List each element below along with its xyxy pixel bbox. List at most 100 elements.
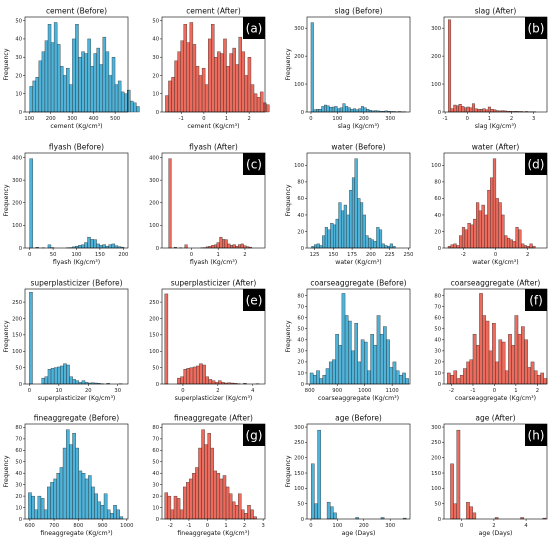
histogram-bar [177, 377, 181, 385]
histogram-bar [370, 334, 374, 385]
histogram-bar [405, 378, 409, 385]
x-tick-label: 2 [247, 116, 250, 122]
x-tick-label: 1 [488, 116, 491, 122]
histogram-bar [316, 370, 320, 385]
histogram-bar [357, 198, 361, 249]
axes-frame [24, 423, 129, 520]
y-tick-label: 0 [156, 246, 159, 252]
y-tick-label: 70 [15, 437, 22, 443]
histogram-bar [517, 334, 522, 385]
y-tick-label: 80 [434, 293, 441, 299]
histogram-bar [540, 372, 544, 385]
histogram-bar [360, 106, 364, 113]
x-axis-label: slag (Kg/cm³) [338, 123, 379, 130]
histogram-bar [202, 364, 206, 385]
histogram-bar [117, 80, 122, 113]
y-tick-label: 40 [434, 338, 441, 344]
histogram-bar [476, 345, 480, 385]
histogram-bar [93, 53, 97, 113]
histogram-bar [238, 244, 242, 249]
histogram-bar [344, 315, 349, 385]
y-tick-label: 70 [152, 437, 159, 443]
axes-frame [24, 288, 129, 385]
histogram-bar [88, 475, 92, 520]
histogram-bar [357, 361, 362, 385]
histogram-bar [44, 40, 49, 113]
y-tick-label: 0 [438, 246, 441, 252]
histogram-bar [78, 57, 82, 113]
x-tick-label: 700 [49, 523, 59, 529]
histogram-bar [111, 243, 116, 249]
x-tick-label: 1 [514, 388, 517, 394]
histogram-bar [224, 239, 228, 249]
histogram-bar [495, 361, 499, 385]
y-tick-label: 80 [15, 425, 22, 431]
histogram-bar [41, 51, 46, 113]
histogram-bar [214, 57, 218, 113]
y-axis-label: Frequency [285, 320, 292, 352]
histogram-bar [201, 67, 206, 113]
histogram-bar [347, 107, 351, 113]
histogram-bar [350, 109, 354, 113]
y-tick-label: 200 [12, 316, 22, 322]
histogram-bar [471, 103, 475, 113]
x-tick-label: 10 [56, 388, 63, 394]
y-tick-label: 10 [434, 371, 441, 377]
x-tick-label: 1 [224, 523, 227, 529]
y-tick-label: 0 [301, 246, 304, 252]
y-tick-label: 0 [156, 110, 159, 116]
histogram-bar [479, 109, 483, 113]
x-tick-label: 0 [494, 252, 497, 258]
histogram-bar [99, 245, 103, 249]
histogram-bar [501, 341, 506, 385]
histogram-bar [208, 379, 213, 385]
histogram-bar [461, 106, 465, 113]
y-tick-label: 40 [434, 213, 441, 219]
histogram-bar [355, 109, 359, 113]
histogram-bar [364, 341, 368, 385]
y-tick-label: 60 [297, 316, 304, 322]
histogram-bar [50, 42, 55, 113]
histogram-bar [127, 89, 131, 113]
x-tick-label: 0 [202, 116, 205, 122]
x-tick-label: 300 [385, 523, 395, 529]
histogram-bar [173, 495, 178, 520]
y-tick-label: 100 [149, 349, 159, 355]
histogram-bar [524, 339, 528, 385]
axes-frame [161, 152, 266, 249]
histogram-bar [183, 24, 187, 113]
histogram-bar [192, 44, 197, 113]
x-tick-label: 3 [261, 523, 264, 529]
histogram-bar [114, 245, 119, 249]
axes-frame [306, 16, 411, 113]
histogram-panel: 800 900 1000 1100 0 10 20 30 40 50 60 70 80 coarseagg… [285, 279, 411, 402]
histogram-bar [198, 447, 202, 520]
histogram-bar [165, 95, 169, 113]
x-tick-label: 4 [251, 388, 255, 394]
y-tick-label: 0 [19, 517, 22, 523]
histogram-bar [518, 229, 522, 249]
histogram-bar [324, 227, 328, 249]
histogram-bar [473, 218, 477, 249]
axes-frame [306, 288, 411, 385]
y-tick-label: 250 [294, 440, 304, 446]
x-tick-label: 1100 [386, 388, 399, 394]
histogram-bar [321, 106, 325, 113]
histogram-bar [195, 66, 200, 113]
histogram-bar [78, 245, 82, 249]
y-axis-label: Frequency [285, 184, 292, 216]
x-tick-label: 900 [98, 523, 108, 529]
histogram-bar [358, 108, 362, 113]
histogram-bar [66, 429, 70, 520]
y-tick-label: 30 [434, 349, 441, 355]
y-tick-label: 300 [431, 425, 441, 431]
histogram-bar [335, 334, 339, 385]
histogram-bar [478, 210, 482, 249]
y-tick-label: 10 [152, 505, 159, 511]
histogram-bar [108, 75, 113, 113]
y-tick-label: 100 [149, 223, 159, 229]
x-tick-label: 600 [25, 523, 35, 529]
histogram-panel: 0 2 4 0 50 100 150 200 250 superplasticizer (Afte… [149, 279, 266, 402]
histogram-bar [365, 235, 369, 249]
histogram-bar [29, 86, 33, 113]
